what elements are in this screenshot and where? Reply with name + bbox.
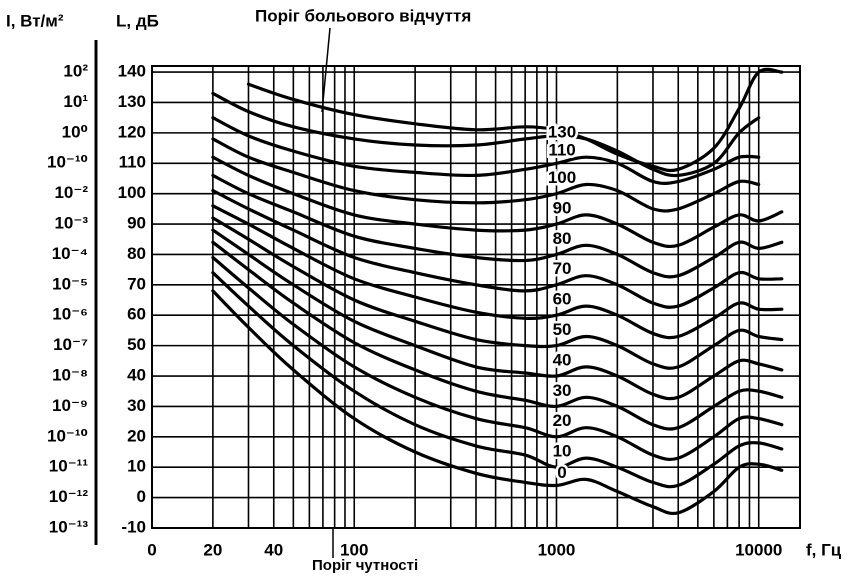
curve [211, 116, 761, 185]
y-tick-label: 0 [137, 487, 146, 506]
y2-tick-label: 10⁻⁷ [53, 335, 88, 354]
y2-tick-label: 10⁰ [62, 122, 88, 141]
x-tick-label: 10000 [735, 540, 782, 559]
legend-label: 50 [553, 320, 572, 339]
curve [211, 173, 784, 279]
y2-tick-label: 10⁻³ [54, 214, 88, 233]
curve [211, 240, 784, 431]
y2-tick-label: 10⁻¹¹ [49, 457, 89, 476]
y2-tick-label: 10⁻¹⁰ [47, 426, 88, 445]
y2-tick-label: 10⁻⁶ [52, 305, 88, 324]
y2-tick-label: 10¹ [63, 92, 88, 111]
legend-label: 60 [553, 290, 572, 309]
y2-tick-label: 10⁻⁸ [52, 366, 88, 385]
x-axis-label: f, Гц [806, 540, 842, 559]
y2-tick-label: 10⁻⁴ [52, 244, 88, 263]
legend-label: 130 [548, 122, 576, 141]
y2-tick-label: 10⁻⁹ [52, 396, 88, 415]
curve [211, 216, 784, 370]
y-tick-label: 130 [118, 92, 146, 111]
y2-tick-label: 10² [63, 62, 88, 81]
y-tick-label: 110 [119, 153, 146, 172]
x-tick-label: 1000 [538, 540, 576, 559]
curve [211, 91, 761, 178]
y2-tick-label: 10⁻¹⁰ [47, 153, 88, 172]
curve [211, 228, 784, 401]
y-tick-label: 30 [127, 396, 146, 415]
y2-tick-label: 10⁻¹² [49, 487, 89, 506]
y2-tick-label: 10⁻² [54, 183, 88, 202]
curve [246, 67, 784, 173]
legend-label: 70 [553, 259, 572, 278]
y-tick-label: 80 [127, 244, 146, 263]
legend-label: 30 [553, 381, 572, 400]
y-axis-label: L, дБ [116, 11, 159, 30]
curve [211, 271, 784, 489]
x-tick-label: 40 [264, 540, 283, 559]
y-tick-label: 70 [127, 274, 146, 293]
legend-label: 110 [548, 141, 575, 160]
legend-label: 20 [553, 411, 572, 430]
y-tick-label: 60 [127, 305, 146, 324]
legend-label: 120 [548, 122, 576, 141]
y2-tick-label: 10⁻¹³ [49, 517, 89, 536]
x-tick-label: 20 [203, 540, 222, 559]
curve [211, 255, 784, 461]
y-tick-label: 20 [127, 426, 146, 445]
y-tick-label: 10 [127, 457, 146, 476]
curve [211, 189, 784, 309]
legend-label: 0 [557, 463, 566, 482]
legend-label: 80 [553, 229, 572, 248]
y-tick-label: 140 [118, 62, 146, 81]
curve [211, 137, 761, 213]
y2-axis-label: I, Вт/м² [6, 11, 64, 30]
y-tick-label: 50 [127, 335, 146, 354]
y-tick-label: 90 [127, 214, 146, 233]
curve [211, 204, 784, 340]
y-tick-label: -10 [121, 517, 146, 536]
y-tick-label: 120 [118, 122, 146, 141]
legend-label: 40 [553, 350, 572, 369]
curve [211, 155, 784, 249]
annotation: Поріг больового відчуття [255, 6, 471, 25]
y-tick-label: 40 [127, 366, 146, 385]
y2-tick-label: 10⁻⁵ [52, 274, 88, 293]
annotation: Поріг чутності [312, 557, 418, 574]
x-tick-label: 0 [147, 540, 156, 559]
legend-label: 10 [553, 442, 572, 461]
x-tick-label: 100 [340, 540, 368, 559]
curve [211, 289, 784, 516]
legend-label: 90 [553, 198, 572, 217]
legend-label: 100 [548, 168, 576, 187]
y-tick-label: 100 [118, 183, 146, 202]
